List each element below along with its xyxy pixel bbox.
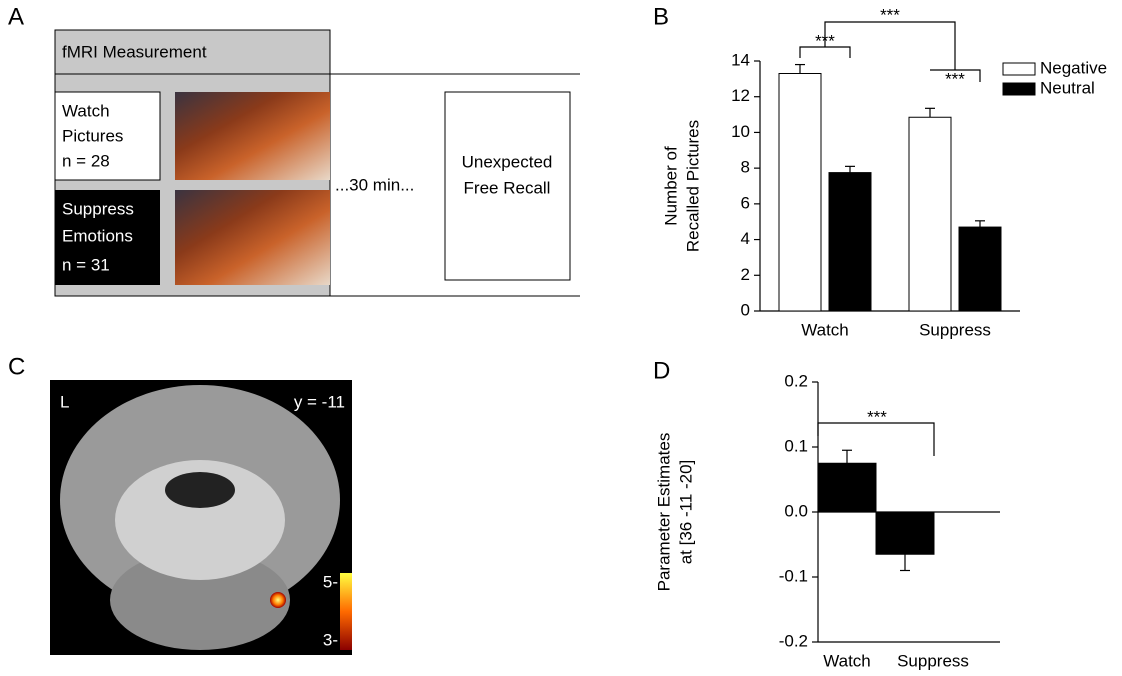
legend-swatch [1002, 62, 1036, 76]
watch-text: n = 28 [62, 151, 110, 170]
y-tick-label: 6 [741, 193, 750, 212]
colorbar-label: 3- [323, 630, 338, 649]
significance-bracket [817, 422, 935, 456]
side-label: L [60, 392, 69, 411]
significance: *** [945, 69, 965, 88]
significance: *** [880, 5, 900, 24]
x-tick-label: Suppress [897, 651, 969, 670]
panel-label: B [653, 3, 669, 30]
y-axis-label: Recalled Pictures [683, 120, 702, 252]
slice-label: y = -11 [294, 392, 345, 411]
stimulus-image [175, 92, 330, 180]
bar [828, 172, 872, 312]
colorbar-label: 5- [323, 572, 338, 591]
y-axis-label: at [36 -11 -20] [676, 460, 695, 565]
delay-text: ...30 min... [335, 175, 414, 194]
white-matter [115, 460, 285, 580]
y-tick-label: 0.0 [784, 501, 808, 520]
stimulus-image [175, 190, 330, 285]
bar [958, 226, 1002, 312]
legend-label: Neutral [1040, 78, 1095, 97]
x-tick-label: Suppress [919, 320, 991, 339]
y-tick-label: 0.1 [784, 436, 808, 455]
header: fMRI Measurement [62, 42, 207, 61]
y-tick-label: 0 [741, 300, 750, 319]
significance: *** [867, 407, 887, 426]
bar [908, 116, 952, 312]
y-tick-label: 10 [731, 122, 750, 141]
suppress-text: Emotions [62, 226, 133, 245]
activation [270, 592, 286, 608]
bar [817, 462, 877, 513]
y-tick-label: -0.1 [779, 566, 808, 585]
panel-label: D [653, 357, 670, 384]
suppress-text: n = 31 [62, 255, 110, 274]
bar [875, 511, 935, 555]
brain-slice [110, 550, 290, 650]
x-tick-label: Watch [801, 320, 849, 339]
design-diagram: fMRI Measurement Watch Pictures n = 28 S… [54, 29, 580, 297]
watch-text: Pictures [62, 126, 123, 145]
legend-swatch [1002, 82, 1036, 96]
ventricle [165, 472, 235, 508]
y-axis-label: Parameter Estimates [654, 433, 673, 592]
y-tick-label: 8 [741, 158, 750, 177]
watch-text: Watch [62, 101, 110, 120]
recall-text: Free Recall [464, 178, 551, 197]
y-tick-label: -0.2 [779, 631, 808, 650]
bar [778, 73, 822, 312]
y-tick-label: 14 [731, 50, 750, 69]
y-tick-label: 12 [731, 86, 750, 105]
colorbar [340, 573, 352, 650]
panel-label: C [8, 353, 25, 380]
suppress-text: Suppress [62, 199, 134, 218]
y-tick-label: 2 [741, 265, 750, 284]
x-tick-label: Watch [823, 651, 871, 670]
recall-box [444, 91, 571, 281]
y-tick-label: 0.2 [784, 371, 808, 390]
suppress-box [55, 190, 160, 285]
watch-box [54, 91, 161, 181]
significance: *** [815, 31, 835, 50]
y-axis-label: Number of [661, 146, 680, 226]
legend-label: Negative [1040, 58, 1107, 77]
significance-bracket [799, 21, 981, 82]
recall-text: Unexpected [462, 152, 553, 171]
panel-label: A [8, 3, 24, 30]
y-tick-label: 4 [741, 229, 750, 248]
brain-panel: L y = -11 5- 3- [50, 380, 352, 655]
